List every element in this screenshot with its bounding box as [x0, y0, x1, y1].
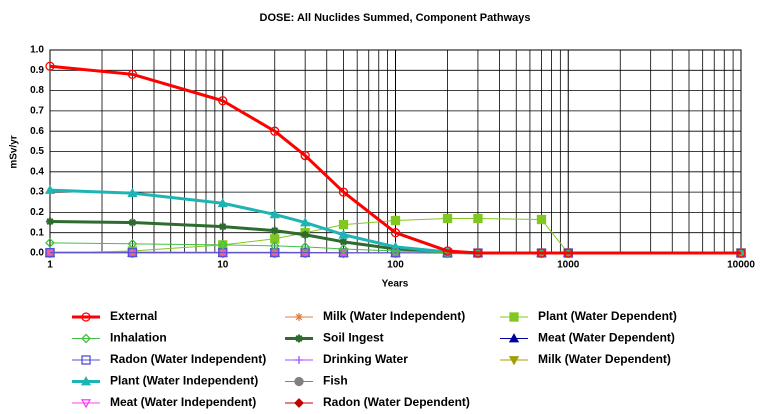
legend-label: Meat (Water Independent)	[110, 395, 256, 409]
marker	[442, 246, 453, 256]
x-tick-label: 10000	[727, 260, 755, 271]
marker	[536, 214, 547, 225]
legend-marker	[81, 355, 91, 365]
x-tick-label: 10	[217, 260, 229, 271]
y-tick-label: 0.8	[30, 85, 44, 96]
marker	[338, 244, 349, 254]
legend-label: Plant (Water Dependent)	[538, 309, 677, 323]
legend-marker	[295, 356, 303, 364]
marker	[300, 217, 311, 227]
legend-marker	[294, 398, 304, 408]
y-tick-label: 1.0	[30, 45, 44, 56]
marker	[127, 187, 138, 197]
marker	[390, 228, 401, 238]
marker	[473, 248, 483, 258]
x-tick-label: 100	[387, 260, 404, 271]
legend-label: Meat (Water Dependent)	[538, 331, 675, 345]
marker	[44, 184, 56, 194]
marker	[301, 230, 310, 239]
legend-marker	[508, 356, 520, 366]
marker	[127, 238, 138, 249]
marker	[217, 239, 228, 250]
marker	[270, 247, 280, 258]
marker	[536, 248, 547, 258]
y-tick-label: 0.7	[30, 106, 44, 117]
legend-marker	[509, 312, 519, 322]
marker	[339, 237, 348, 246]
marker	[473, 213, 483, 224]
marker	[736, 248, 746, 258]
marker	[338, 249, 349, 259]
marker	[45, 237, 55, 248]
marker	[300, 150, 310, 161]
marker	[46, 247, 54, 256]
y-tick-label: 0.9	[30, 65, 44, 76]
marker	[128, 218, 137, 227]
marker	[217, 197, 228, 208]
y-tick-label: 0.0	[30, 248, 44, 259]
series-line	[49, 217, 741, 254]
marker	[45, 247, 55, 258]
x-tick-label: 1	[47, 260, 53, 271]
legend-label: Milk (Water Independent)	[323, 309, 465, 323]
marker	[45, 61, 55, 71]
marker	[300, 249, 311, 259]
marker	[390, 248, 401, 258]
marker	[127, 249, 138, 259]
legend-marker	[295, 313, 303, 321]
marker	[338, 187, 349, 197]
x-tick-label: 1000	[557, 260, 580, 271]
legend-label: External	[110, 309, 157, 323]
marker	[270, 126, 280, 136]
marker	[270, 226, 279, 235]
marker	[46, 217, 54, 226]
legend-marker	[81, 333, 91, 344]
legend-marker	[80, 399, 92, 409]
marker	[217, 249, 228, 259]
legend-label: Drinking Water	[323, 352, 408, 366]
legend-label: Radon (Water Dependent)	[323, 395, 470, 409]
legend-marker	[508, 333, 520, 343]
marker	[300, 247, 310, 258]
legend-label: Milk (Water Dependent)	[538, 352, 671, 366]
y-tick-label: 0.4	[30, 166, 44, 177]
marker	[128, 247, 137, 256]
marker	[269, 209, 280, 219]
legend-label: Soil Ingest	[323, 331, 384, 345]
marker	[218, 96, 228, 106]
marker	[338, 229, 349, 239]
chart-title: DOSE: All Nuclides Summed, Component Pat…	[260, 12, 531, 24]
legend-label: Fish	[323, 374, 348, 388]
y-tick-label: 0.2	[30, 207, 44, 218]
marker	[390, 215, 401, 226]
marker	[44, 249, 56, 259]
marker	[390, 246, 401, 256]
legend-label: Inhalation	[110, 331, 167, 345]
marker	[563, 248, 573, 258]
marker	[300, 241, 311, 252]
legend-label: Plant (Water Independent)	[110, 374, 258, 388]
marker	[127, 69, 138, 80]
marker	[269, 240, 280, 251]
y-tick-label: 0.3	[30, 187, 44, 198]
y-tick-label: 0.5	[30, 146, 44, 157]
y-axis-label: mSv/yr	[9, 135, 20, 168]
legend-label: Radon (Water Independent)	[110, 352, 266, 366]
x-axis-label: Years	[382, 279, 409, 290]
marker	[338, 219, 349, 230]
marker	[218, 222, 227, 231]
marker	[442, 213, 453, 224]
y-tick-label: 0.6	[30, 126, 44, 137]
legend-marker	[80, 376, 92, 386]
legend-marker	[295, 334, 303, 343]
y-tick-label: 0.1	[30, 227, 44, 238]
legend-marker	[81, 312, 91, 322]
legend-marker	[294, 376, 304, 387]
